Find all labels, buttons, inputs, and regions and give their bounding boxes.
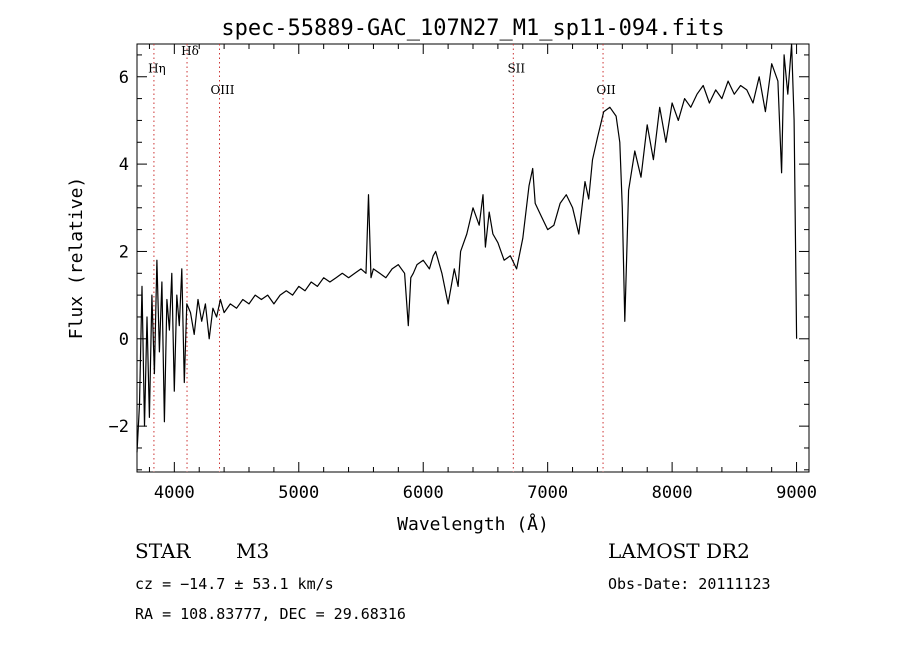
star-class: STAR	[135, 539, 191, 563]
spectrum-line	[136, 43, 798, 453]
line-label: SII	[507, 61, 525, 75]
y-tick-label: 6	[119, 68, 129, 88]
star-subclass: M3	[236, 539, 269, 563]
y-tick-label: 2	[119, 242, 129, 262]
y-tick-label: −2	[109, 417, 129, 437]
x-tick-label: 9000	[776, 483, 817, 503]
obs-date-text: Obs-Date: 20111123	[608, 575, 771, 593]
x-tick-label: 6000	[403, 483, 444, 503]
redshift-text: cz = −14.7 ± 53.1 km/s	[135, 575, 334, 593]
x-tick-label: 5000	[278, 483, 319, 503]
axis-ticks	[137, 44, 809, 472]
y-axis-label: Flux (relative)	[66, 177, 87, 340]
x-tick-label: 7000	[527, 483, 568, 503]
y-tick-label: 4	[119, 155, 129, 175]
line-label: OII	[596, 83, 616, 97]
x-axis-label: Wavelength (Å)	[397, 513, 549, 535]
x-tick-label: 8000	[652, 483, 693, 503]
survey-label: LAMOST DR2	[608, 539, 750, 563]
line-label: OIII	[210, 83, 234, 97]
plot-frame	[136, 43, 810, 473]
line-label: Hδ	[181, 44, 199, 58]
emission-line-markers: Hη Hδ OIII SII OII	[148, 44, 616, 472]
coordinates-text: RA = 108.83777, DEC = 29.68316	[135, 605, 406, 623]
chart-title: spec-55889-GAC_107N27_M1_sp11-094.fits	[221, 16, 724, 41]
x-tick-label: 4000	[154, 483, 195, 503]
y-tick-label: 0	[119, 330, 129, 350]
line-label: Hη	[148, 61, 166, 75]
axis-tick-labels: 4000 5000 6000 7000 8000 9000 −2 0 2 4 6	[109, 68, 818, 503]
